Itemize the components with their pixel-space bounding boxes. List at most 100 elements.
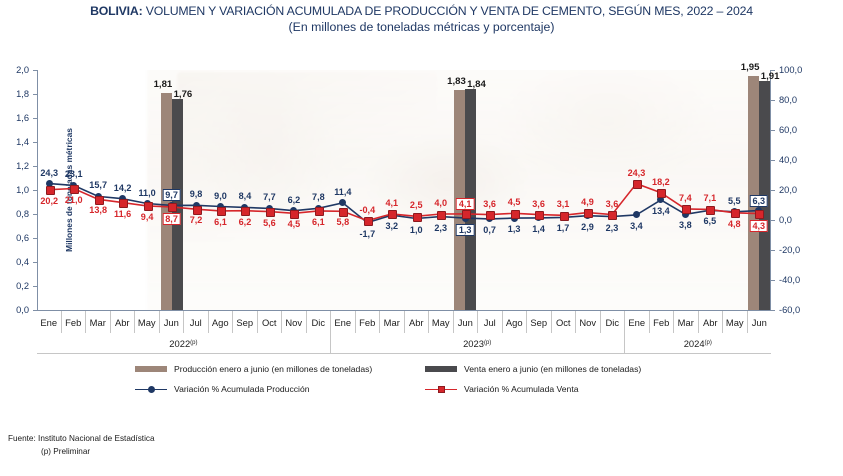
legend-item-venta-line: Variación % Acumulada Venta	[425, 384, 579, 394]
left-axis-line	[37, 70, 38, 310]
month-axis-label: Jun	[160, 311, 184, 333]
data-label-venta: 18,2	[652, 176, 670, 187]
bar-label-produccion: 1,95	[740, 62, 760, 73]
right-tick-mark	[771, 70, 775, 71]
left-tick-mark	[33, 214, 37, 215]
data-label-venta: 7,2	[189, 215, 203, 226]
right-tick-label: 60,0	[779, 125, 798, 135]
data-label-produccion: 3,2	[385, 221, 399, 232]
point-produccion	[657, 196, 665, 204]
data-label-produccion: 2,3	[434, 222, 448, 233]
right-tick-mark	[771, 280, 775, 281]
left-tick-mark	[33, 166, 37, 167]
month-axis-label: Ago	[503, 311, 527, 333]
legend-label-produccion-bar: Producción enero a junio (en millones de…	[174, 364, 373, 374]
month-axis-label: Jun	[751, 316, 767, 328]
right-tick-label: 100,0	[779, 65, 803, 75]
left-tick-label: 1,0	[16, 185, 29, 195]
data-label-venta: -0,4	[359, 204, 376, 215]
point-venta	[290, 209, 300, 219]
month-axis-label: Jul	[184, 311, 209, 333]
data-label-produccion: 3,8	[679, 220, 692, 231]
left-tick-mark	[33, 238, 37, 239]
point-venta	[755, 210, 765, 220]
chart-title-block: BOLIVIA: VOLUMEN Y VARIACIÓN ACUMULADA D…	[0, 4, 843, 34]
month-axis-label: Jul	[478, 311, 503, 333]
data-label-produccion: 8,4	[238, 191, 252, 202]
data-label-produccion: 1,0	[409, 224, 423, 235]
bar-label-venta: 1,91	[760, 70, 780, 82]
data-label-venta: 13,8	[89, 205, 108, 216]
month-axis-label: Mar	[674, 311, 699, 333]
data-label-venta: 4,0	[434, 198, 448, 208]
point-produccion	[632, 211, 640, 219]
left-tick-label: 0,4	[16, 257, 29, 267]
point-venta	[119, 199, 129, 209]
year-axis-cell: 2023 (p)	[331, 333, 625, 353]
data-label-venta: 4,8	[727, 218, 741, 229]
bottom-axis-line	[37, 310, 771, 311]
data-label-venta: 3,6	[605, 198, 619, 209]
right-tick-mark	[771, 190, 775, 191]
right-tick-mark	[771, 220, 775, 221]
point-venta	[192, 205, 202, 215]
chart-legend: Producción enero a junio (en millones de…	[0, 360, 843, 404]
background-veil	[37, 70, 771, 310]
point-produccion	[119, 195, 127, 203]
left-tick-label: 0,2	[16, 281, 29, 291]
month-axis-label: Oct	[552, 311, 576, 333]
legend-swatch-venta-line	[425, 385, 457, 394]
bar-label-venta: 1,84	[467, 79, 486, 91]
point-produccion	[45, 180, 53, 188]
month-axis-label: Sep	[233, 311, 258, 333]
bar-label-produccion: 1,83	[447, 76, 466, 88]
right-tick-mark	[771, 310, 775, 311]
data-label-venta: 6,2	[238, 216, 252, 227]
month-axis-label: May	[723, 311, 748, 333]
data-label-venta: 5,8	[336, 217, 350, 228]
data-label-produccion: 6,2	[287, 194, 301, 205]
data-label-produccion: 23,1	[64, 169, 83, 180]
right-axis-line	[770, 70, 771, 310]
point-venta	[510, 209, 520, 219]
year-axis-label: 2022	[169, 337, 191, 349]
data-label-venta: 4,1	[455, 197, 475, 210]
point-venta	[217, 207, 226, 217]
right-tick-label: 20,0	[779, 185, 798, 195]
left-tick-mark	[33, 118, 37, 119]
bar-label-produccion: 1,81	[153, 78, 173, 90]
right-tick-label: 40,0	[779, 155, 798, 165]
data-label-produccion: 6,3	[749, 194, 769, 207]
legend-item-produccion-line: Variación % Acumulada Producción	[135, 384, 310, 394]
year-axis-label: 2023	[463, 337, 484, 349]
year-axis-label: 2024	[683, 337, 705, 349]
data-label-produccion: 9,0	[214, 190, 227, 201]
month-axis-label: Feb	[356, 311, 380, 333]
month-axis-label: Abr	[405, 311, 429, 333]
month-axis-label: Abr	[699, 311, 723, 333]
chart-plot-area: Millones de toneladas métricas Porcentaj…	[16, 62, 802, 315]
data-label-venta: 9,4	[140, 211, 154, 222]
right-tick-label: 0,0	[779, 215, 792, 225]
data-label-venta: 4,5	[507, 197, 521, 208]
point-venta	[535, 211, 545, 221]
right-tick-label: -60,0	[779, 305, 801, 315]
month-axis-label: Oct	[258, 311, 282, 333]
left-tick-label: 1,4	[16, 137, 29, 147]
point-venta	[437, 210, 447, 220]
point-produccion	[339, 199, 347, 207]
data-label-venta: 21,0	[64, 194, 83, 205]
data-label-produccion: 0,7	[483, 224, 496, 235]
point-venta	[143, 202, 153, 212]
data-label-produccion: 1,7	[556, 223, 570, 234]
legend-label-venta-line: Variación % Acumulada Venta	[464, 384, 579, 394]
point-venta	[706, 205, 716, 215]
point-venta	[388, 210, 398, 220]
legend-item-venta-bar: Venta enero a junio (en millones de tone…	[425, 364, 641, 374]
year-preliminary-marker: (p)	[190, 340, 198, 346]
point-venta	[584, 209, 593, 219]
page-subtitle: (En millones de toneladas métricas y por…	[288, 20, 555, 34]
month-axis-label: Ago	[209, 311, 233, 333]
year-axis-cell: 2024 (p)	[625, 333, 771, 353]
month-axis-label: Sep	[527, 311, 552, 333]
